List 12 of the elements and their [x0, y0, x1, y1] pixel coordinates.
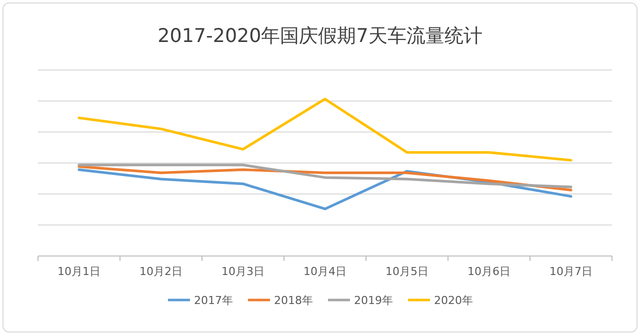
x-tick-label: 10月3日	[222, 265, 264, 278]
x-tick-label: 10月1日	[58, 265, 100, 278]
legend-label: 2019年	[354, 294, 393, 307]
legend-label: 2018年	[274, 294, 313, 307]
x-tick-label: 10月7日	[550, 265, 592, 278]
x-tick-label: 10月6日	[468, 265, 510, 278]
legend-label: 2017年	[194, 294, 233, 307]
legend-label: 2020年	[434, 294, 473, 307]
x-tick-label: 10月2日	[140, 265, 182, 278]
chart-title: 2017-2020年国庆假期7天车流量统计	[158, 25, 482, 47]
x-tick-label: 10月4日	[304, 265, 346, 278]
x-tick-label: 10月5日	[386, 265, 428, 278]
